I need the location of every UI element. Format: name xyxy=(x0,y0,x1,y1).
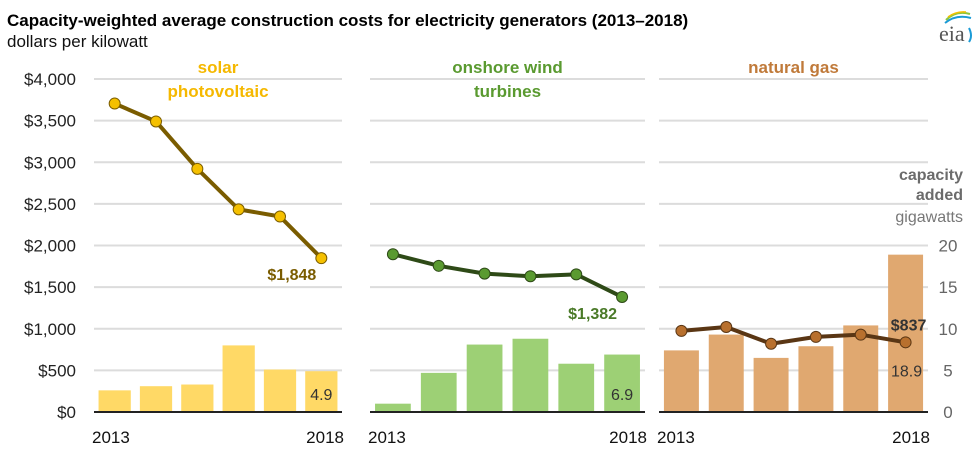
cost-line xyxy=(681,325,906,346)
cost-marker xyxy=(524,270,537,283)
cost-marker xyxy=(150,115,162,128)
x-tick-label: 2018 xyxy=(609,428,647,447)
y2-axis-unit: gigawatts xyxy=(895,209,963,226)
y-tick-label: $1,500 xyxy=(24,278,76,297)
cost-marker xyxy=(191,162,204,175)
capacity-bar xyxy=(604,354,640,412)
y2-axis-title: capacity xyxy=(899,167,963,184)
capacity-bar xyxy=(222,345,255,412)
capacity-bar xyxy=(888,254,924,412)
logo-text: eia xyxy=(939,21,965,46)
y-tick-label: $3,000 xyxy=(24,153,76,172)
x-tick-label: 2013 xyxy=(92,428,130,447)
cost-marker xyxy=(232,203,245,216)
y2-axis-title: added xyxy=(916,187,963,204)
capacity-bar xyxy=(466,344,503,412)
capacity-bar xyxy=(420,372,457,412)
logo-swoosh-arc xyxy=(968,27,972,43)
y-tick-label: $500 xyxy=(38,361,76,380)
cost-marker xyxy=(616,290,629,303)
x-tick-label: 2018 xyxy=(892,428,930,447)
x-tick-label: 2018 xyxy=(306,428,344,447)
logo-swoosh-green xyxy=(945,11,971,21)
chart-title: Capacity-weighted average construction c… xyxy=(7,11,689,30)
x-tick-label: 2013 xyxy=(657,428,695,447)
eia-logo: eia xyxy=(939,11,972,46)
capacity-bar xyxy=(98,390,131,412)
cost-line xyxy=(392,252,623,299)
panel-title: solar xyxy=(198,58,239,77)
y2-tick-label: 0 xyxy=(943,403,952,422)
y2-tick-label: 10 xyxy=(939,320,958,339)
x-tick-label: 2013 xyxy=(368,428,406,447)
cost-value-label: $1,382 xyxy=(568,306,617,323)
logo-swoosh-blue xyxy=(944,15,972,24)
y2-tick-label: 15 xyxy=(939,278,958,297)
capacity-bar xyxy=(305,371,338,412)
y-tick-label: $1,000 xyxy=(24,320,76,339)
cost-marker xyxy=(854,328,867,341)
capacity-bar xyxy=(181,384,214,412)
cost-marker xyxy=(478,267,491,280)
capacity-value-label: 6.9 xyxy=(611,387,633,404)
capacity-bar xyxy=(263,369,297,412)
cost-marker xyxy=(386,248,399,261)
cost-marker xyxy=(720,321,733,334)
cost-marker xyxy=(570,268,583,281)
panel-title: turbines xyxy=(474,82,541,101)
capacity-bar xyxy=(558,363,595,412)
cost-value-label: $837 xyxy=(891,317,927,334)
cost-value-label: $1,848 xyxy=(267,267,316,284)
cost-marker xyxy=(809,330,822,343)
capacity-value-label: 4.9 xyxy=(310,387,332,404)
capacity-value-label: 18.9 xyxy=(891,363,922,380)
capacity-bar xyxy=(375,403,411,412)
capacity-bar xyxy=(798,346,834,412)
cost-marker xyxy=(274,210,286,223)
cost-marker xyxy=(899,336,912,349)
logo-swoosh-yellow xyxy=(947,11,967,18)
y-tick-label: $3,500 xyxy=(24,112,76,131)
y-tick-label: $0 xyxy=(57,403,76,422)
capacity-bar xyxy=(512,338,549,412)
panel-title: natural gas xyxy=(748,58,839,77)
capacity-bar xyxy=(708,334,744,412)
y-tick-label: $2,000 xyxy=(24,237,76,256)
capacity-bar xyxy=(753,357,789,412)
cost-marker xyxy=(432,259,445,272)
capacity-bar xyxy=(663,350,699,412)
y2-tick-label: 5 xyxy=(943,361,952,380)
panel-title: onshore wind xyxy=(452,58,563,77)
y-axis-unit-label: dollars per kilowatt xyxy=(7,32,148,51)
y-tick-label: $2,500 xyxy=(24,195,76,214)
cost-marker xyxy=(765,337,778,350)
cost-line xyxy=(113,101,323,260)
cost-marker xyxy=(108,97,121,110)
y-tick-label: $4,000 xyxy=(24,70,76,89)
y2-tick-label: 20 xyxy=(939,237,958,256)
capacity-bar xyxy=(139,386,173,412)
cost-marker xyxy=(315,252,328,265)
panel-title: photovoltaic xyxy=(167,82,268,101)
cost-marker xyxy=(675,324,688,337)
